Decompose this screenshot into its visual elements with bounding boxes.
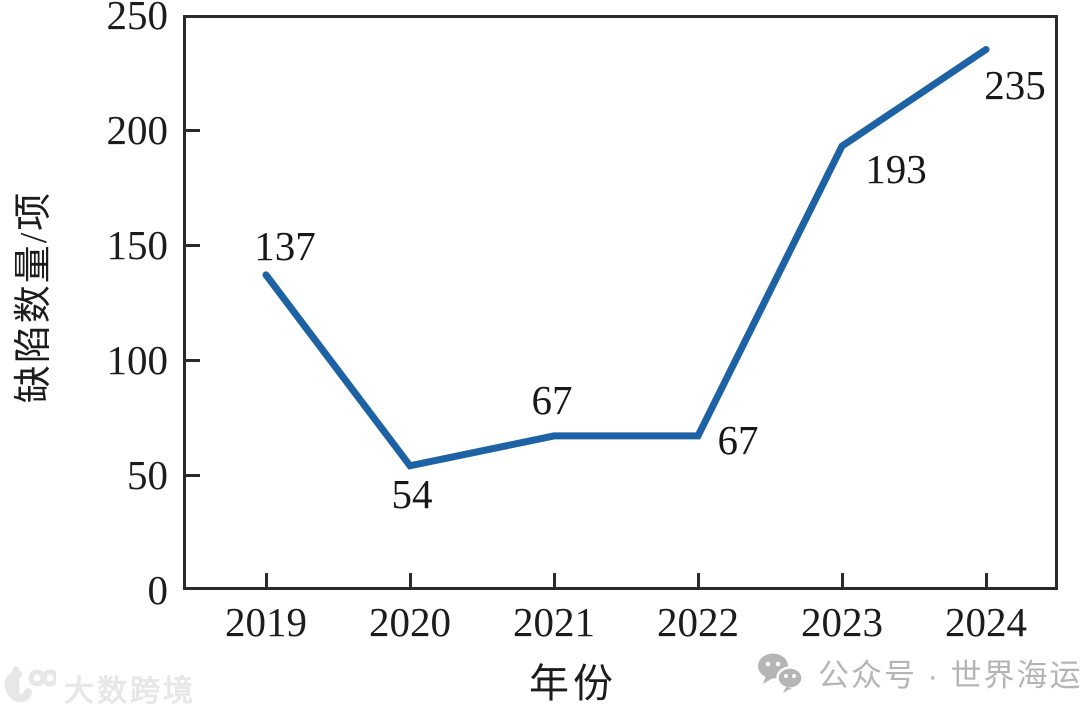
y-tick-label-0: 0 [147,567,169,613]
data-label-2022: 67 [717,416,759,463]
wechat-icon [756,652,806,694]
x-tick-label-2021: 2021 [513,599,595,645]
x-tick-mark [696,573,700,587]
x-tick-mark [552,573,556,587]
watermark-left: 大数跨境 [4,666,196,710]
data-label-2024: 235 [984,61,1046,108]
x-tick-mark [984,573,988,587]
y-tick-label-150: 150 [106,222,169,268]
y-tick-mark [186,358,200,362]
y-tick-label-200: 200 [106,107,169,153]
y-tick-mark [186,473,200,477]
x-tick-mark [840,573,844,587]
plot-area [183,15,1058,590]
y-tick-mark [186,243,200,247]
x-tick-label-2020: 2020 [369,599,451,645]
x-tick-mark [408,573,412,587]
x-tick-label-2023: 2023 [801,599,883,645]
x-axis-title: 年份 [529,661,617,706]
x-tick-label-2019: 2019 [225,599,307,645]
y-axis-title: 缺陷数量/项 [13,190,55,404]
x-tick-label-2024: 2024 [945,599,1027,645]
y-tick-mark [186,128,200,132]
dashu-logo-icon [4,666,59,710]
y-tick-label-50: 50 [127,452,168,498]
y-tick-label-100: 100 [106,337,169,383]
data-label-2023: 193 [865,146,927,193]
x-tick-mark [264,573,268,587]
y-tick-label-250: 250 [106,0,169,38]
watermark-right: 公众号 · 世界海运 [756,650,1080,695]
watermark-left-label: 大数跨境 [64,675,196,708]
data-label-2019: 137 [254,222,316,269]
data-label-2020: 54 [391,470,433,517]
data-label-2021: 67 [531,376,573,423]
x-tick-label-2022: 2022 [657,599,739,645]
watermark-right-label: 公众号 · 世界海运 [818,658,1080,693]
